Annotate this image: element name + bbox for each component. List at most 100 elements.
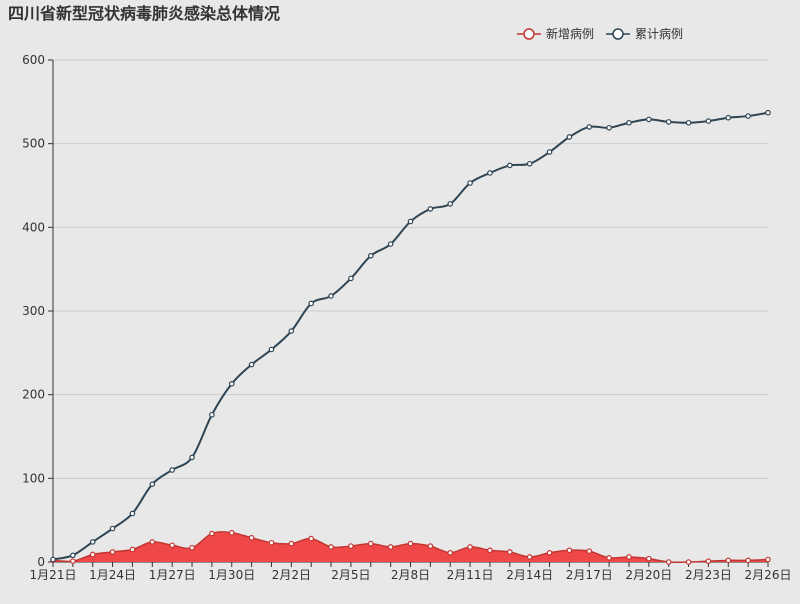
data-point-cumulative-cases[interactable]	[407, 218, 414, 225]
data-point-new-cases[interactable]	[487, 547, 493, 554]
data-point-cumulative-cases[interactable]	[646, 116, 652, 123]
data-point-cumulative-cases[interactable]	[725, 114, 732, 121]
series-area-new-cases	[53, 531, 768, 563]
legend-marker-new-cases	[523, 28, 535, 40]
data-point-cumulative-cases[interactable]	[50, 556, 56, 563]
data-point-new-cases[interactable]	[526, 554, 533, 560]
y-tick-label: 300	[22, 304, 45, 318]
data-point-cumulative-cases[interactable]	[129, 510, 136, 517]
data-point-new-cases[interactable]	[328, 544, 334, 550]
data-point-cumulative-cases[interactable]	[507, 162, 513, 169]
data-point-new-cases[interactable]	[189, 544, 195, 551]
data-point-new-cases[interactable]	[169, 542, 175, 549]
y-tick-label: 500	[22, 137, 45, 151]
data-point-cumulative-cases[interactable]	[626, 119, 632, 126]
data-point-new-cases[interactable]	[626, 554, 632, 560]
data-point-new-cases[interactable]	[665, 559, 672, 565]
data-point-new-cases[interactable]	[745, 557, 751, 564]
series-cumulative-cases	[50, 109, 771, 563]
data-point-new-cases[interactable]	[348, 543, 354, 549]
data-point-cumulative-cases[interactable]	[70, 552, 76, 559]
data-point-cumulative-cases[interactable]	[705, 118, 712, 124]
data-point-new-cases[interactable]	[209, 530, 215, 537]
series-line-cumulative-cases	[52, 111, 769, 561]
data-point-cumulative-cases[interactable]	[288, 328, 295, 334]
data-point-cumulative-cases[interactable]	[586, 124, 593, 130]
x-tick-label: 2月26日	[745, 568, 792, 582]
x-tick-label: 2月5日	[331, 568, 370, 582]
data-point-cumulative-cases[interactable]	[228, 380, 235, 387]
data-point-cumulative-cases[interactable]	[427, 206, 434, 212]
y-axis: 0 100 200 300 400 500 600	[22, 53, 54, 569]
x-tick-label: 2月17日	[566, 568, 613, 582]
legend[interactable]: 新增病例 累计病例	[517, 26, 683, 41]
data-point-cumulative-cases[interactable]	[367, 252, 374, 259]
legend-item-new-cases[interactable]: 新增病例	[517, 26, 594, 41]
grid	[53, 59, 768, 479]
data-point-new-cases[interactable]	[566, 547, 573, 554]
data-point-cumulative-cases[interactable]	[447, 201, 454, 207]
data-point-new-cases[interactable]	[427, 543, 434, 549]
series	[50, 109, 771, 565]
data-point-cumulative-cases[interactable]	[665, 119, 672, 125]
data-point-cumulative-cases[interactable]	[308, 300, 314, 307]
data-point-new-cases[interactable]	[109, 549, 116, 555]
data-point-new-cases[interactable]	[367, 540, 374, 547]
data-point-new-cases[interactable]	[70, 558, 76, 564]
data-point-cumulative-cases[interactable]	[149, 481, 156, 487]
data-point-new-cases[interactable]	[546, 549, 553, 556]
x-tick-label: 2月8日	[391, 568, 430, 582]
data-point-new-cases[interactable]	[149, 539, 156, 545]
x-axis: 1月21日 1月24日 1月27日 1月30日 2月2日 2月5日 2月8日 2月11日 2月1…	[30, 561, 792, 582]
data-point-new-cases[interactable]	[685, 559, 692, 565]
data-point-new-cases[interactable]	[268, 539, 275, 546]
data-point-cumulative-cases[interactable]	[765, 109, 771, 116]
data-point-cumulative-cases[interactable]	[268, 346, 275, 353]
x-tick-label: 1月24日	[89, 568, 136, 582]
x-tick-label: 2月11日	[447, 568, 494, 582]
data-point-new-cases[interactable]	[387, 544, 394, 550]
data-point-new-cases[interactable]	[765, 556, 771, 563]
data-point-cumulative-cases[interactable]	[606, 124, 612, 131]
data-point-new-cases[interactable]	[248, 534, 255, 541]
x-tick-label: 1月30日	[208, 568, 255, 582]
data-point-new-cases[interactable]	[586, 548, 593, 554]
data-point-new-cases[interactable]	[447, 549, 454, 556]
data-point-cumulative-cases[interactable]	[169, 467, 175, 473]
data-point-cumulative-cases[interactable]	[189, 454, 195, 461]
data-point-new-cases[interactable]	[507, 549, 513, 555]
y-tick-label: 100	[22, 471, 45, 485]
data-point-cumulative-cases[interactable]	[546, 149, 553, 155]
legend-item-cumulative-cases[interactable]: 累计病例	[606, 26, 683, 41]
data-point-cumulative-cases[interactable]	[109, 525, 116, 532]
data-point-cumulative-cases[interactable]	[209, 411, 215, 418]
data-point-cumulative-cases[interactable]	[685, 119, 692, 126]
data-point-new-cases[interactable]	[308, 535, 314, 542]
data-point-cumulative-cases[interactable]	[487, 170, 493, 176]
data-point-cumulative-cases[interactable]	[348, 275, 354, 282]
data-point-cumulative-cases[interactable]	[248, 361, 255, 368]
y-tick-label: 0	[37, 555, 45, 569]
data-point-new-cases[interactable]	[646, 555, 652, 562]
data-point-new-cases[interactable]	[228, 529, 235, 536]
x-tick-label: 1月27日	[149, 568, 196, 582]
data-point-cumulative-cases[interactable]	[467, 180, 473, 186]
data-point-cumulative-cases[interactable]	[89, 539, 96, 545]
data-point-cumulative-cases[interactable]	[566, 134, 573, 140]
data-point-cumulative-cases[interactable]	[328, 293, 334, 299]
data-point-new-cases[interactable]	[288, 540, 295, 547]
data-point-new-cases[interactable]	[606, 555, 612, 561]
x-tick-label: 1月21日	[30, 568, 77, 582]
data-point-new-cases[interactable]	[467, 544, 473, 550]
x-tick-label: 2月23日	[685, 568, 732, 582]
data-point-cumulative-cases[interactable]	[745, 113, 751, 119]
data-point-new-cases[interactable]	[705, 558, 712, 564]
data-point-new-cases[interactable]	[89, 551, 96, 558]
data-point-cumulative-cases[interactable]	[387, 241, 394, 247]
data-point-cumulative-cases[interactable]	[526, 160, 533, 167]
data-point-new-cases[interactable]	[129, 546, 136, 553]
data-point-new-cases[interactable]	[407, 540, 414, 547]
data-point-new-cases[interactable]	[725, 557, 732, 564]
